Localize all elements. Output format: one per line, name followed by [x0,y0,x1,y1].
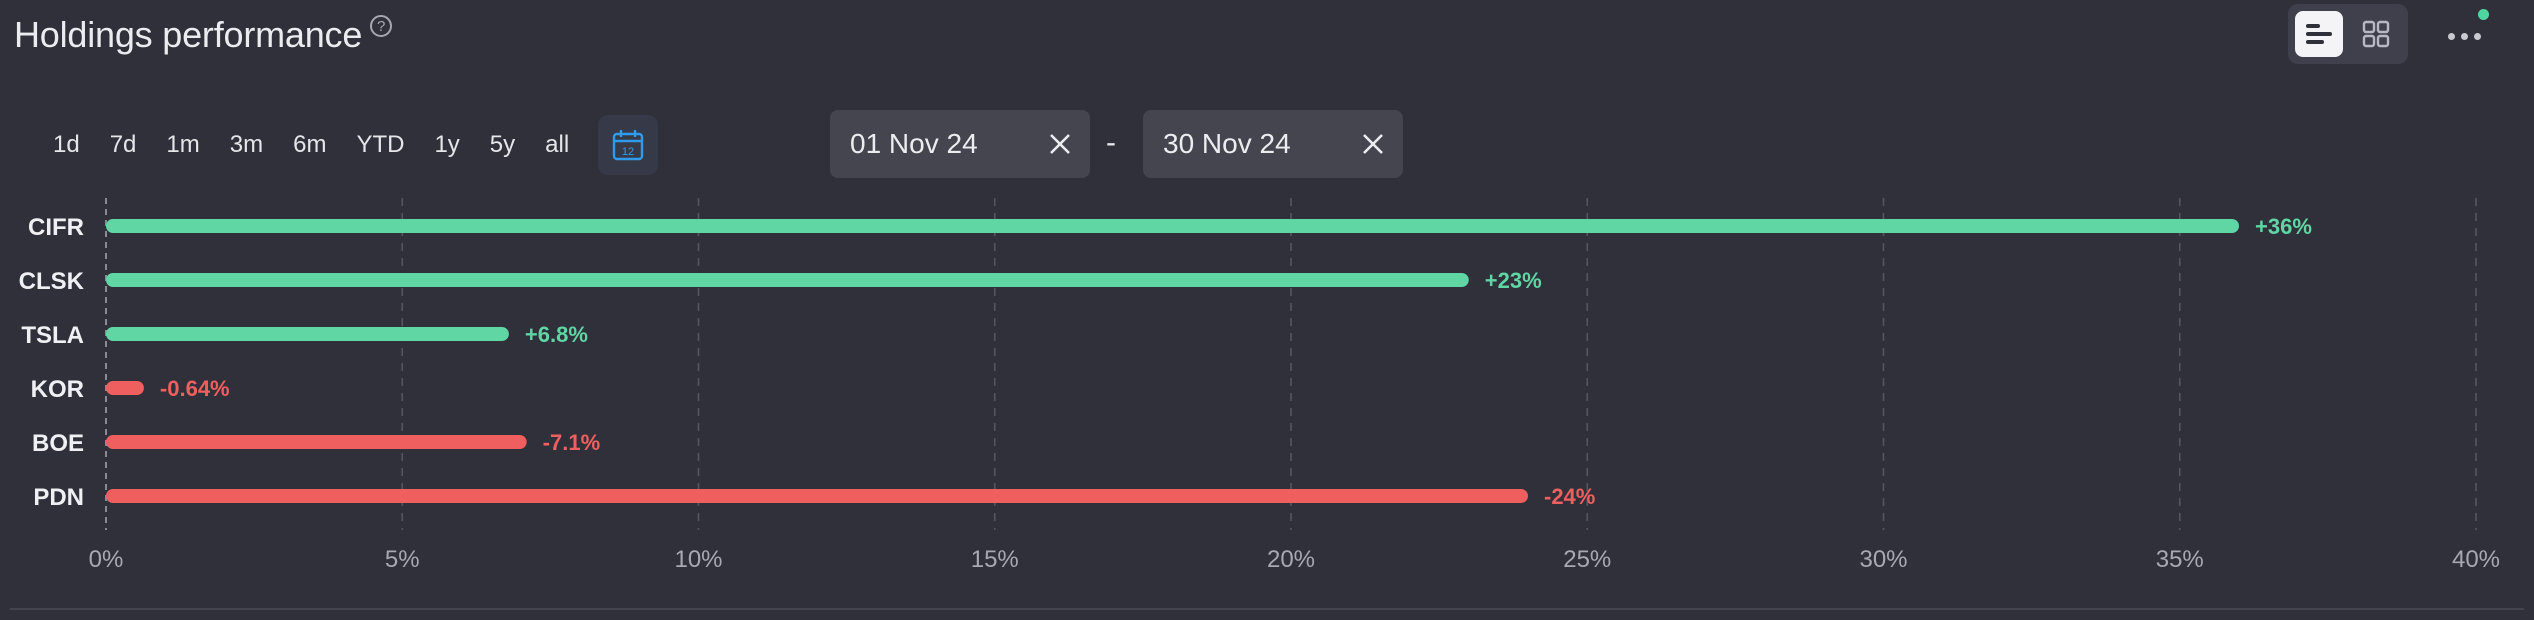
calendar-icon: 12 [612,130,644,161]
period-all[interactable]: all [545,131,570,158]
value-label: -7.1% [543,430,600,455]
x-tick-label: 20% [1267,546,1315,573]
period-1d[interactable]: 1d [53,131,80,158]
view-toggle [2288,4,2408,64]
category-label: CIFR [28,214,84,241]
x-tick-label: 10% [674,546,722,573]
period-5y[interactable]: 5y [489,131,516,158]
x-tick-label: 30% [1859,546,1907,573]
bar-view-button[interactable] [2295,11,2343,57]
title-area: Holdings performance ? [14,10,393,60]
category-label: CLSK [19,268,85,295]
value-label: +36% [2255,214,2312,239]
svg-text:12: 12 [622,146,634,158]
question-circle-icon[interactable]: ? [370,15,393,37]
close-icon [1050,134,1070,154]
bar [106,273,1469,287]
bar-list-icon [2306,24,2332,44]
period-1y[interactable]: 1y [434,131,460,158]
more-options-button[interactable] [2436,14,2492,58]
period-selector: 1d 7d 1m 3m 6m YTD 1y 5y all 12 [38,115,659,175]
x-tick-label: 5% [385,546,420,573]
grid-icon [2362,20,2390,48]
clear-start-date-button[interactable] [1030,110,1090,178]
holdings-bar-chart: 0% 5% 10% 15% 20% 25% 30% 35% 40% CIFR +36% CLSK +23… [19,198,2500,573]
value-label: +23% [1485,268,1542,293]
bar [106,327,509,341]
end-date-field[interactable]: 30 Nov 24 [1143,110,1403,178]
x-tick-label: 15% [971,546,1019,573]
category-label: TSLA [21,322,84,349]
x-tick-label: 40% [2452,546,2500,573]
ellipsis-dot [2460,32,2468,40]
date-range-separator: - [1106,126,1116,159]
x-tick-label: 25% [1563,546,1611,573]
x-tick-label: 0% [89,546,124,573]
calendar-button[interactable]: 12 [598,115,659,175]
period-3m[interactable]: 3m [229,131,264,158]
category-label: PDN [33,484,84,511]
value-label: +6.8% [525,322,588,347]
start-date-value[interactable]: 01 Nov 24 [850,128,978,159]
value-label: -24% [1544,484,1595,509]
bar [106,489,1528,503]
bar [106,219,2239,233]
grid-view-button[interactable] [2352,11,2400,57]
period-7d[interactable]: 7d [109,131,137,158]
page-title: Holdings performance [14,14,363,55]
bottom-divider [10,608,2524,610]
clear-end-date-button[interactable] [1343,110,1403,178]
period-ytd[interactable]: YTD [356,131,405,158]
category-label: BOE [32,430,84,457]
period-6m[interactable]: 6m [293,131,327,158]
start-date-field[interactable]: 01 Nov 24 [830,110,1090,178]
bar [106,435,527,449]
bar [106,381,144,395]
category-label: KOR [31,376,84,403]
ellipsis-icon [2447,32,2455,40]
end-date-value[interactable]: 30 Nov 24 [1163,128,1291,159]
x-tick-label: 35% [2156,546,2204,573]
value-label: -0.64% [160,376,230,401]
close-icon [1363,134,1383,154]
period-1m[interactable]: 1m [166,131,200,158]
ellipsis-dot [2473,32,2481,40]
status-indicator [2478,9,2489,20]
